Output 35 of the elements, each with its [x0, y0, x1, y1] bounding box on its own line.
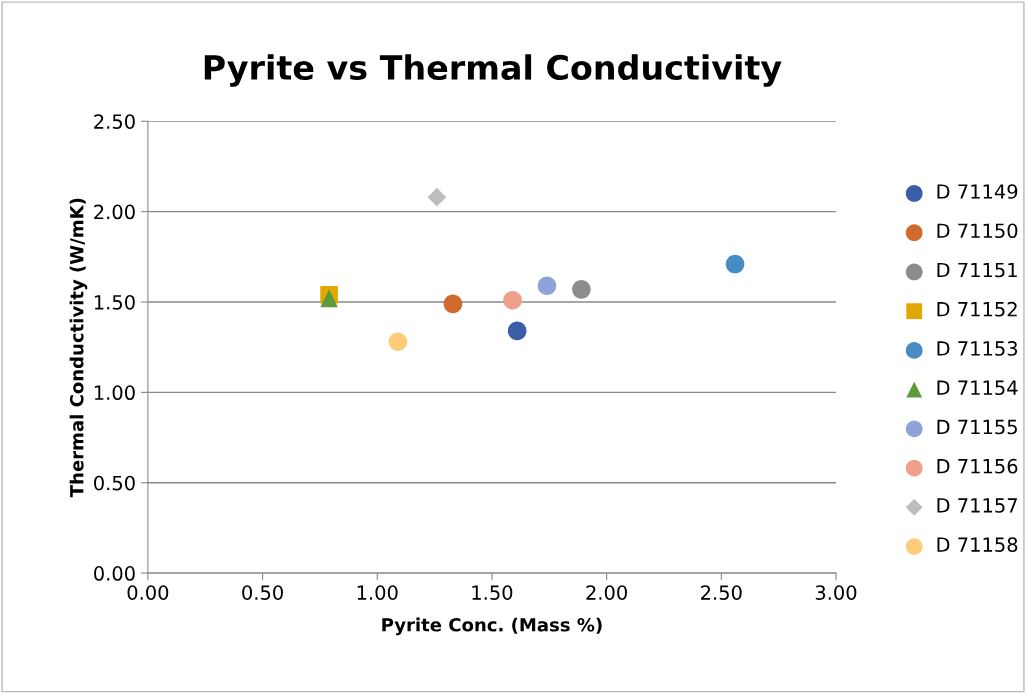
y-axis-title: Thermal Conductivity (W/mK)	[69, 198, 88, 498]
point	[427, 187, 447, 207]
point	[503, 290, 522, 310]
x-tick-label: 0.00	[127, 585, 169, 600]
x-tick-label: 2.00	[586, 585, 627, 600]
point	[443, 294, 463, 314]
x-tick-label: 1.50	[472, 585, 513, 600]
y-tick-label: 1.00	[94, 385, 135, 401]
legend-label: D 71153	[937, 341, 1018, 356]
legend-label: D 71157	[937, 498, 1017, 513]
x-tick-label: 3.00	[815, 585, 857, 600]
legend-label: D 71156	[937, 458, 1018, 474]
point	[572, 280, 591, 299]
x-tick-label: 0.50	[242, 585, 283, 600]
y-tick-label: 0.00	[94, 566, 135, 581]
legend-label: D 71158	[937, 537, 1018, 552]
y-tick-label: 2.00	[94, 204, 135, 220]
legend-label: D 71150	[937, 223, 1018, 239]
x-tick-label: 2.50	[701, 585, 742, 600]
point	[320, 289, 338, 308]
point	[388, 332, 408, 352]
y-tick-label: 2.50	[94, 114, 135, 129]
chart-title: Pyrite vs Thermal Conductivity	[204, 54, 782, 87]
y-tick-label: 1.50	[94, 294, 135, 310]
legend-label: D 71149	[937, 184, 1018, 199]
legend-label: D 71155	[937, 419, 1017, 435]
legend-label: D 71154	[937, 380, 1018, 396]
x-tick-label: 1.00	[357, 585, 398, 600]
point	[537, 276, 557, 296]
y-tick-label: 0.50	[94, 475, 135, 491]
point	[725, 254, 745, 274]
x-axis-title: Pyrite Conc. (Mass %)	[382, 617, 602, 636]
legend-label: D 71152	[937, 301, 1017, 317]
point	[507, 321, 527, 341]
legend-label: D 71151	[937, 262, 1017, 278]
